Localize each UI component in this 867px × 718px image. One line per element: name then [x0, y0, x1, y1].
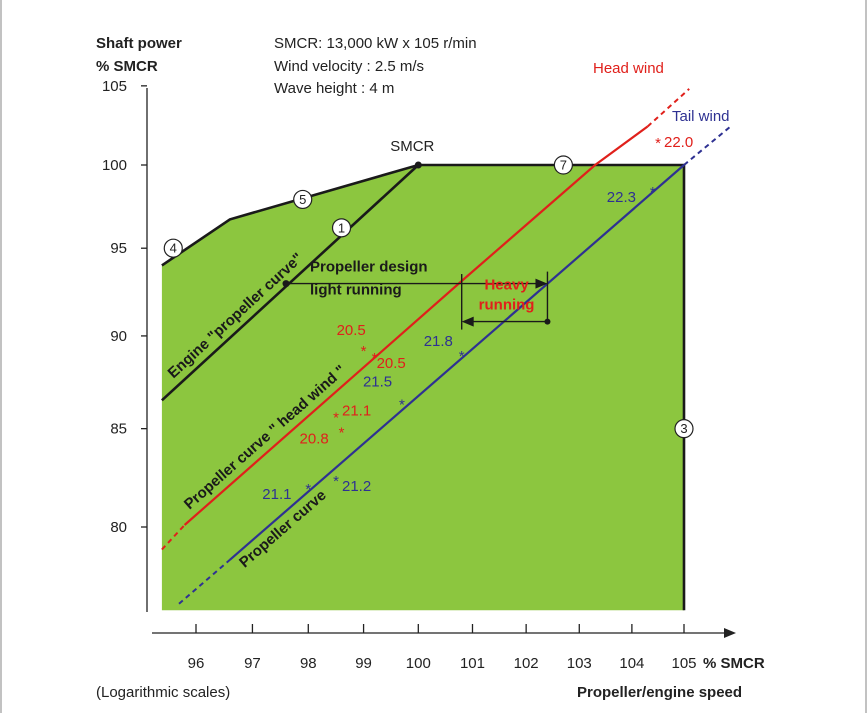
- circled-label-number: 3: [680, 421, 687, 436]
- x-axis-arrowhead: [724, 628, 736, 638]
- head-wind-star: *: [333, 409, 339, 426]
- tail-wind-label: Tail wind: [672, 108, 730, 125]
- smcr-point: [414, 161, 422, 169]
- info-wave-height: Wave height : 4 m: [274, 80, 394, 97]
- tail-wind-star: *: [333, 473, 339, 490]
- head-wind-curve-extension: [646, 88, 690, 128]
- head-wind-star: *: [372, 350, 378, 367]
- head-wind-value: 20.5: [337, 322, 366, 339]
- x-tick-label: 96: [188, 655, 205, 672]
- circled-label-number: 5: [299, 192, 306, 207]
- x-tick-label: 104: [619, 655, 644, 672]
- head-wind-star: *: [655, 135, 661, 152]
- heavy-arrow-head: [461, 316, 474, 327]
- x-axis-unit: % SMCR: [703, 655, 765, 672]
- head-wind-value: 20.8: [300, 431, 329, 448]
- x-tick-label: 98: [300, 655, 317, 672]
- tail-wind-star: *: [650, 184, 656, 201]
- scale-note: (Logarithmic scales): [96, 684, 230, 701]
- circled-label-ring: [553, 155, 573, 175]
- circled-label-number: 1: [338, 220, 345, 235]
- tail-wind-star: *: [459, 348, 465, 365]
- tail-wind-value: 21.2: [342, 478, 371, 495]
- circled-label-number: 4: [170, 241, 177, 256]
- x-tick-label: 97: [244, 655, 261, 672]
- circled-label-ring: [293, 189, 313, 210]
- y-tick-label: 80: [110, 519, 127, 536]
- x-tick-label: 101: [460, 655, 485, 672]
- tail-wind-star: *: [399, 396, 405, 413]
- heavy-point: [544, 318, 551, 325]
- engine-propeller-curve: [161, 164, 420, 402]
- tail-wind-curve: [229, 164, 685, 561]
- design-arrow-head: [535, 278, 548, 289]
- info-wind-velocity: Wind velocity : 2.5 m/s: [274, 58, 424, 75]
- tail-wind-value: 21.8: [424, 333, 453, 350]
- y-tick-label: 90: [110, 328, 127, 345]
- tail-wind-value: 21.1: [262, 486, 291, 503]
- y-axis-label-line1: Shaft power: [96, 35, 182, 52]
- head-wind-star: *: [339, 425, 345, 442]
- heavy-running-label-2: running: [479, 297, 535, 314]
- tail-wind-value: 22.3: [607, 189, 636, 206]
- tail-wind-star: *: [305, 481, 311, 498]
- tail-wind-curve-extension: [178, 559, 231, 605]
- head-wind-curve-extension: [161, 524, 186, 551]
- tail-wind-curve-extension: [683, 125, 732, 166]
- x-tick-label: 99: [355, 655, 372, 672]
- y-tick-label: 100: [102, 157, 127, 174]
- head-wind-curve: [183, 125, 649, 526]
- info-smcr: SMCR: 13,000 kW x 105 r/min: [274, 35, 477, 52]
- circled-label-ring: [674, 419, 694, 439]
- y-tick-label: 95: [110, 240, 127, 257]
- load-diagram-area: [161, 165, 684, 611]
- head-wind-value: 21.1: [342, 402, 371, 419]
- propeller-design-label-2: light running: [310, 282, 402, 299]
- x-tick-label: 105: [671, 655, 696, 672]
- head-wind-label: Head wind: [593, 60, 664, 77]
- propeller-design-label-1: Propeller design: [310, 259, 428, 276]
- head-wind-value: 22.0: [664, 134, 693, 151]
- x-tick-label: 102: [514, 655, 539, 672]
- y-tick-label: 105: [102, 78, 127, 95]
- circled-label-number: 7: [560, 158, 567, 173]
- y-axis-label-line2: % SMCR: [96, 58, 158, 75]
- x-tick-label: 103: [567, 655, 592, 672]
- circled-label-ring: [331, 218, 352, 238]
- heavy-running-label-1: Heavy: [484, 277, 529, 294]
- x-tick-label: 100: [406, 655, 431, 672]
- tail-wind-value: 21.5: [363, 373, 392, 390]
- circled-label-ring: [163, 238, 183, 258]
- y-tick-label: 85: [110, 421, 127, 438]
- head-wind-value: 20.5: [377, 355, 406, 372]
- x-axis-label: Propeller/engine speed: [577, 684, 742, 701]
- head-wind-star: *: [361, 343, 367, 360]
- smcr-label: SMCR: [390, 138, 434, 155]
